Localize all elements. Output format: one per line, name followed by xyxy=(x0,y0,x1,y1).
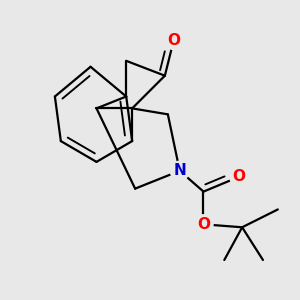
Text: O: O xyxy=(167,32,180,47)
Circle shape xyxy=(194,215,213,234)
Circle shape xyxy=(170,161,189,180)
Text: N: N xyxy=(173,163,186,178)
Text: O: O xyxy=(233,169,246,184)
Text: O: O xyxy=(197,217,210,232)
Circle shape xyxy=(230,167,249,186)
Circle shape xyxy=(164,31,183,50)
